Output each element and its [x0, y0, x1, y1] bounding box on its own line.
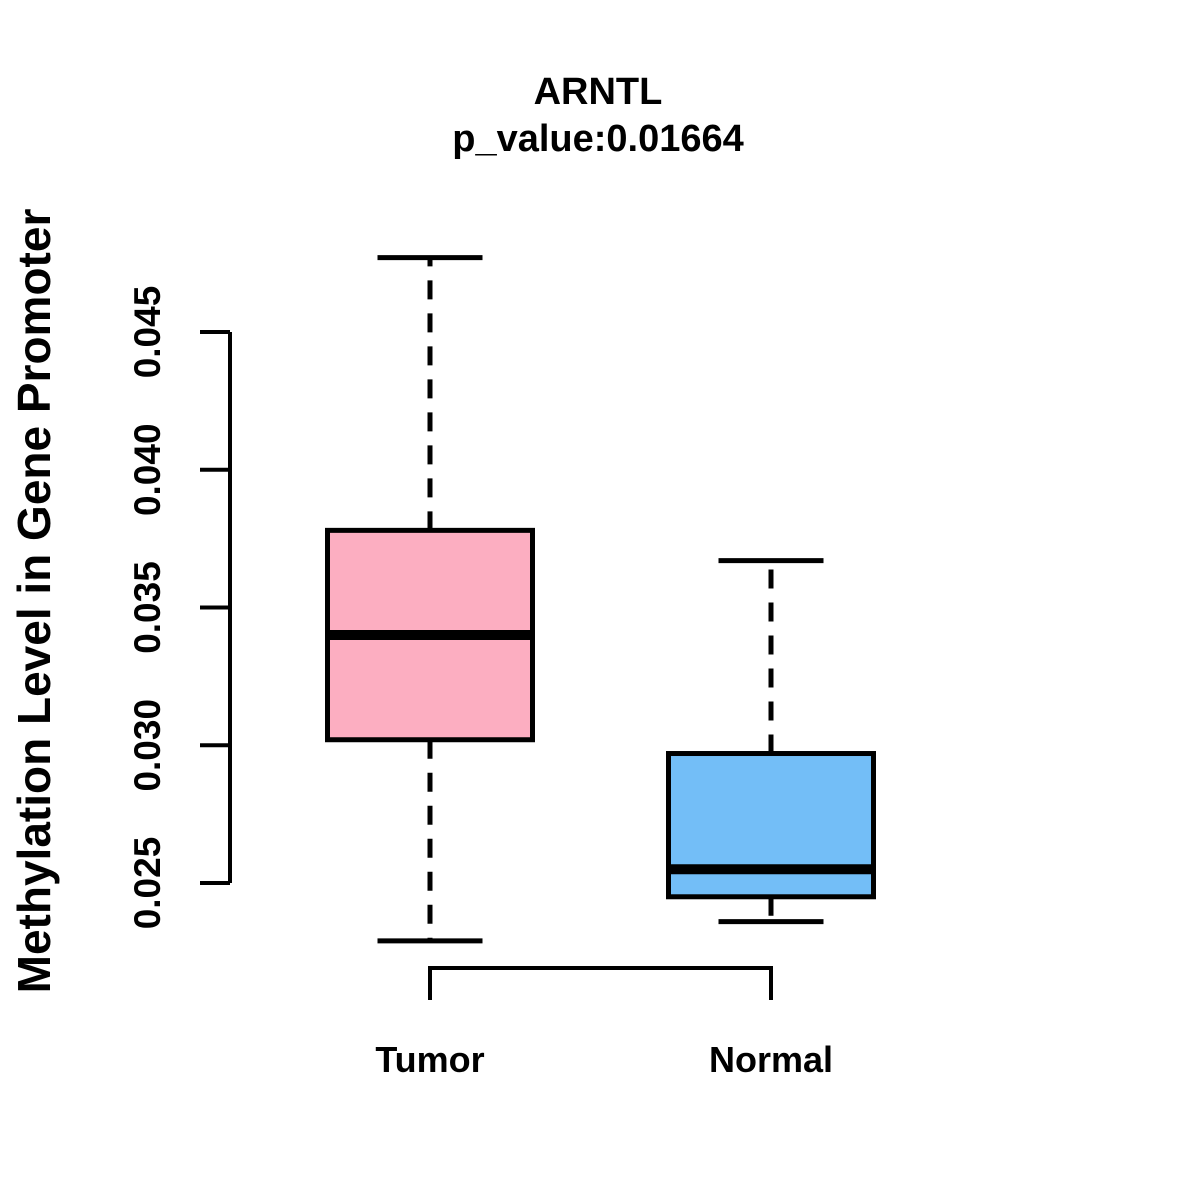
y-tick-label: 0.025 — [127, 837, 168, 930]
y-tick-label: 0.030 — [127, 699, 168, 792]
y-tick-label: 0.040 — [127, 423, 168, 516]
y-tick-label: 0.035 — [127, 561, 168, 654]
chart-title: ARNTL — [534, 71, 663, 113]
y-axis-label: Methylation Level in Gene Promoter — [8, 209, 60, 994]
tumor-box-group — [325, 255, 535, 944]
y-tick-label: 0.045 — [127, 286, 168, 379]
x-category-label-normal: Normal — [709, 1039, 833, 1080]
x-category-label-tumor: Tumor — [375, 1039, 484, 1080]
x-axis-bracket — [428, 966, 773, 1000]
normal-box — [666, 751, 876, 900]
plot-elements: 0.025 0.030 0.035 0.040 0.045 Tumor Normal — [127, 255, 876, 1080]
normal-box-group — [666, 558, 876, 925]
chart-subtitle: p_value:0.01664 — [452, 118, 744, 160]
